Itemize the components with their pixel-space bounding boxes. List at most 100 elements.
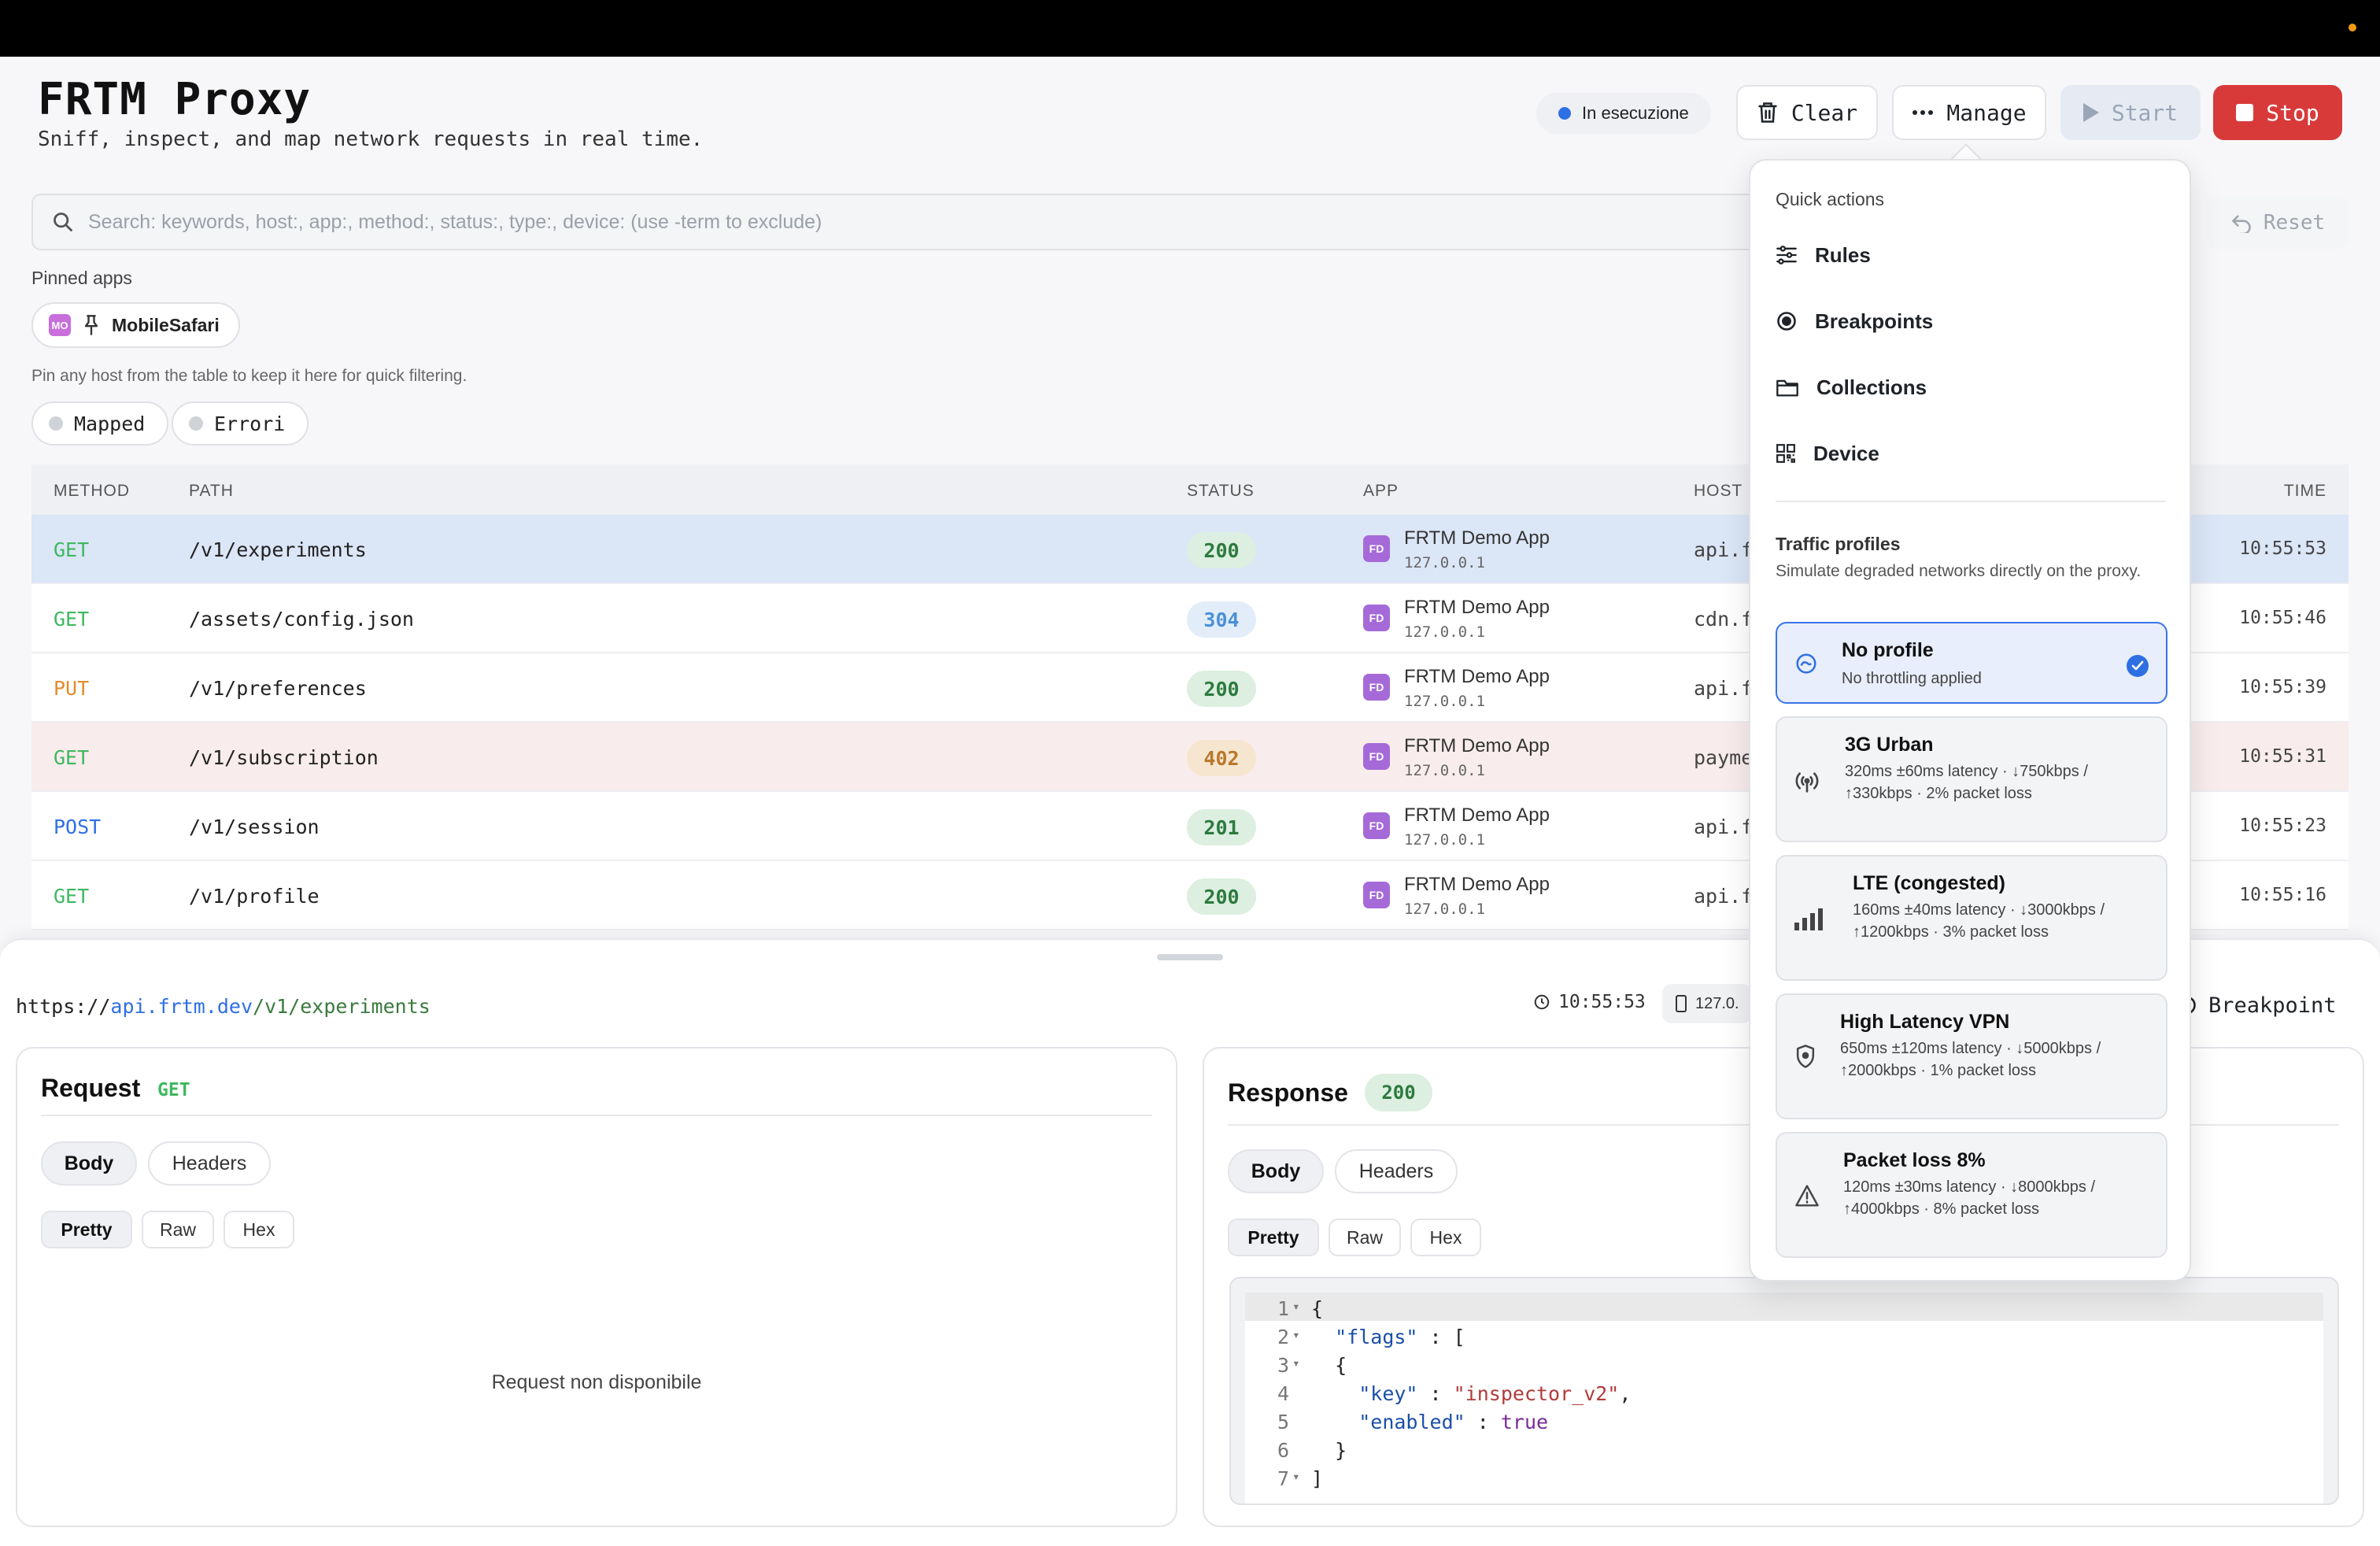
filter-chip-errori[interactable]: Errori <box>172 401 309 446</box>
response-code-viewer[interactable]: 1 ▾{ 2 ▾ "flags" : [ 3 ▾ { 4 "key" : "inspe… <box>1229 1277 2339 1505</box>
search-icon <box>54 213 72 231</box>
row-app-ip: 127.0.0.1 <box>1404 831 1485 849</box>
profile-no-profile[interactable]: No profile No throttling applied <box>1776 622 2168 704</box>
tab-headers[interactable]: Headers <box>148 1141 271 1185</box>
breakpoint-label: Breakpoint <box>2208 993 2337 1018</box>
row-app-name: FRTM Demo App <box>1404 874 1550 895</box>
tab-headers[interactable]: Headers <box>1335 1149 1458 1193</box>
code-line: 7 ▾] <box>1245 1463 2323 1491</box>
more-dots-icon <box>1913 110 1934 115</box>
line-number: 7 <box>1277 1467 1289 1490</box>
row-status-badge: 200 <box>1187 878 1256 915</box>
column-path[interactable]: PATH <box>189 482 234 500</box>
shield-icon <box>1796 1045 1815 1068</box>
manage-menu: Quick actions Rules Breakpoints Collecti… <box>1749 159 2191 1282</box>
antenna-icon <box>1795 772 1819 793</box>
row-method: GET <box>54 538 90 561</box>
row-host: api.f <box>1694 538 1754 561</box>
running-dot-icon <box>1558 107 1571 120</box>
code-text: { <box>1311 1354 1347 1377</box>
line-number: 6 <box>1277 1439 1289 1462</box>
menu-item-breakpoints[interactable]: Breakpoints <box>1776 296 2169 346</box>
app-badge: FD <box>1363 605 1390 631</box>
qr-code-icon <box>1776 444 1795 463</box>
page-title: FRTM Proxy <box>38 74 312 125</box>
code-editor[interactable]: 1 ▾{ 2 ▾ "flags" : [ 3 ▾ { 4 "key" : "inspe… <box>1245 1293 2323 1503</box>
tab-body[interactable]: Body <box>41 1141 137 1185</box>
menu-item-label: Device <box>1813 441 1879 465</box>
menu-item-collections[interactable]: Collections <box>1776 362 2169 412</box>
profile-lte-congested[interactable]: LTE (congested) 160ms ±40ms latency · ↓3… <box>1776 855 2168 981</box>
code-text: { <box>1311 1297 1324 1320</box>
column-method[interactable]: METHOD <box>54 482 130 500</box>
profile-packet-loss[interactable]: Packet loss 8% 120ms ±30ms latency · ↓80… <box>1776 1132 2168 1258</box>
json-string: "inspector_v2" <box>1453 1382 1620 1405</box>
sheet-grab-handle[interactable] <box>1157 954 1223 960</box>
row-host: api.f <box>1694 677 1754 700</box>
speedometer-icon <box>1796 653 1816 674</box>
folder-icon <box>1776 379 1798 397</box>
tab-body[interactable]: Body <box>1228 1149 1324 1193</box>
line-number: 4 <box>1277 1382 1289 1405</box>
page-subtitle: Sniff, inspect, and map network requests… <box>38 128 704 151</box>
fold-caret-icon[interactable]: ▾ <box>1292 1299 1300 1314</box>
url-scheme: https:// <box>16 995 111 1018</box>
line-number: 3 <box>1277 1354 1289 1377</box>
stop-icon <box>2236 104 2254 121</box>
column-app[interactable]: APP <box>1363 482 1399 500</box>
row-app-ip: 127.0.0.1 <box>1404 762 1485 779</box>
warning-icon <box>1795 1185 1819 1207</box>
row-status-badge: 304 <box>1187 601 1256 638</box>
row-host: cdn.f <box>1694 608 1754 631</box>
profile-detail: No throttling applied <box>1842 670 1982 687</box>
view-pretty[interactable]: Pretty <box>41 1211 132 1248</box>
row-time: 10:55:53 <box>2239 538 2326 559</box>
pinned-app-chip[interactable]: MO MobileSafari <box>31 302 240 348</box>
view-hex[interactable]: Hex <box>224 1211 294 1248</box>
menu-item-label: Collections <box>1816 375 1927 399</box>
row-path: /v1/experiments <box>189 538 367 561</box>
column-time[interactable]: TIME <box>2283 482 2326 500</box>
start-button[interactable]: Start <box>2060 85 2201 140</box>
profile-detail: 120ms ±30ms latency · ↓8000kbps / ↑4000k… <box>1843 1178 2096 1218</box>
row-path: /v1/preferences <box>189 677 367 700</box>
json-punct: , <box>1619 1382 1632 1405</box>
json-key: "key" <box>1358 1382 1418 1405</box>
view-raw[interactable]: Raw <box>1329 1219 1401 1256</box>
column-status[interactable]: STATUS <box>1187 482 1255 500</box>
breakpoint-button[interactable]: Breakpoint <box>2175 984 2337 1026</box>
menu-item-device[interactable]: Device <box>1776 428 2169 479</box>
view-pretty[interactable]: Pretty <box>1228 1219 1319 1256</box>
code-line: 2 ▾ "flags" : [ <box>1245 1321 2323 1349</box>
filter-chip-mapped[interactable]: Mapped <box>31 401 169 446</box>
profile-name: No profile <box>1842 639 1934 661</box>
start-label: Start <box>2111 99 2179 126</box>
play-icon <box>2082 103 2099 122</box>
stop-button[interactable]: Stop <box>2213 85 2342 140</box>
fold-caret-icon[interactable]: ▾ <box>1292 1356 1300 1370</box>
view-raw[interactable]: Raw <box>142 1211 214 1248</box>
reset-button[interactable]: Reset <box>2207 197 2349 249</box>
view-hex[interactable]: Hex <box>1410 1219 1481 1256</box>
line-number: 5 <box>1277 1411 1289 1433</box>
row-path: /v1/subscription <box>189 746 379 769</box>
row-time: 10:55:31 <box>2239 746 2326 767</box>
row-path: /assets/config.json <box>189 608 414 631</box>
profile-high-latency-vpn[interactable]: High Latency VPN 650ms ±120ms latency · … <box>1776 993 2168 1119</box>
fold-caret-icon[interactable]: ▾ <box>1292 1469 1300 1484</box>
clear-button[interactable]: Clear <box>1736 85 1878 140</box>
manage-button[interactable]: Manage <box>1892 85 2046 140</box>
request-method: GET <box>157 1080 190 1100</box>
row-host: api.f <box>1694 885 1754 908</box>
fold-caret-icon[interactable]: ▾ <box>1292 1327 1300 1342</box>
row-time: 10:55:39 <box>2239 677 2326 697</box>
json-key: "flags" <box>1335 1326 1418 1348</box>
row-time: 10:55:16 <box>2239 885 2326 905</box>
menu-item-rules[interactable]: Rules <box>1776 230 2169 280</box>
breakpoint-icon <box>1777 312 1796 331</box>
search-input[interactable] <box>88 210 1662 234</box>
profile-3g-urban[interactable]: 3G Urban 320ms ±60ms latency · ↓750kbps … <box>1776 716 2168 842</box>
column-host[interactable]: HOST <box>1694 482 1743 500</box>
traffic-profiles-description: Simulate degraded networks directly on t… <box>1776 562 2142 580</box>
row-app-ip: 127.0.0.1 <box>1404 623 1485 641</box>
